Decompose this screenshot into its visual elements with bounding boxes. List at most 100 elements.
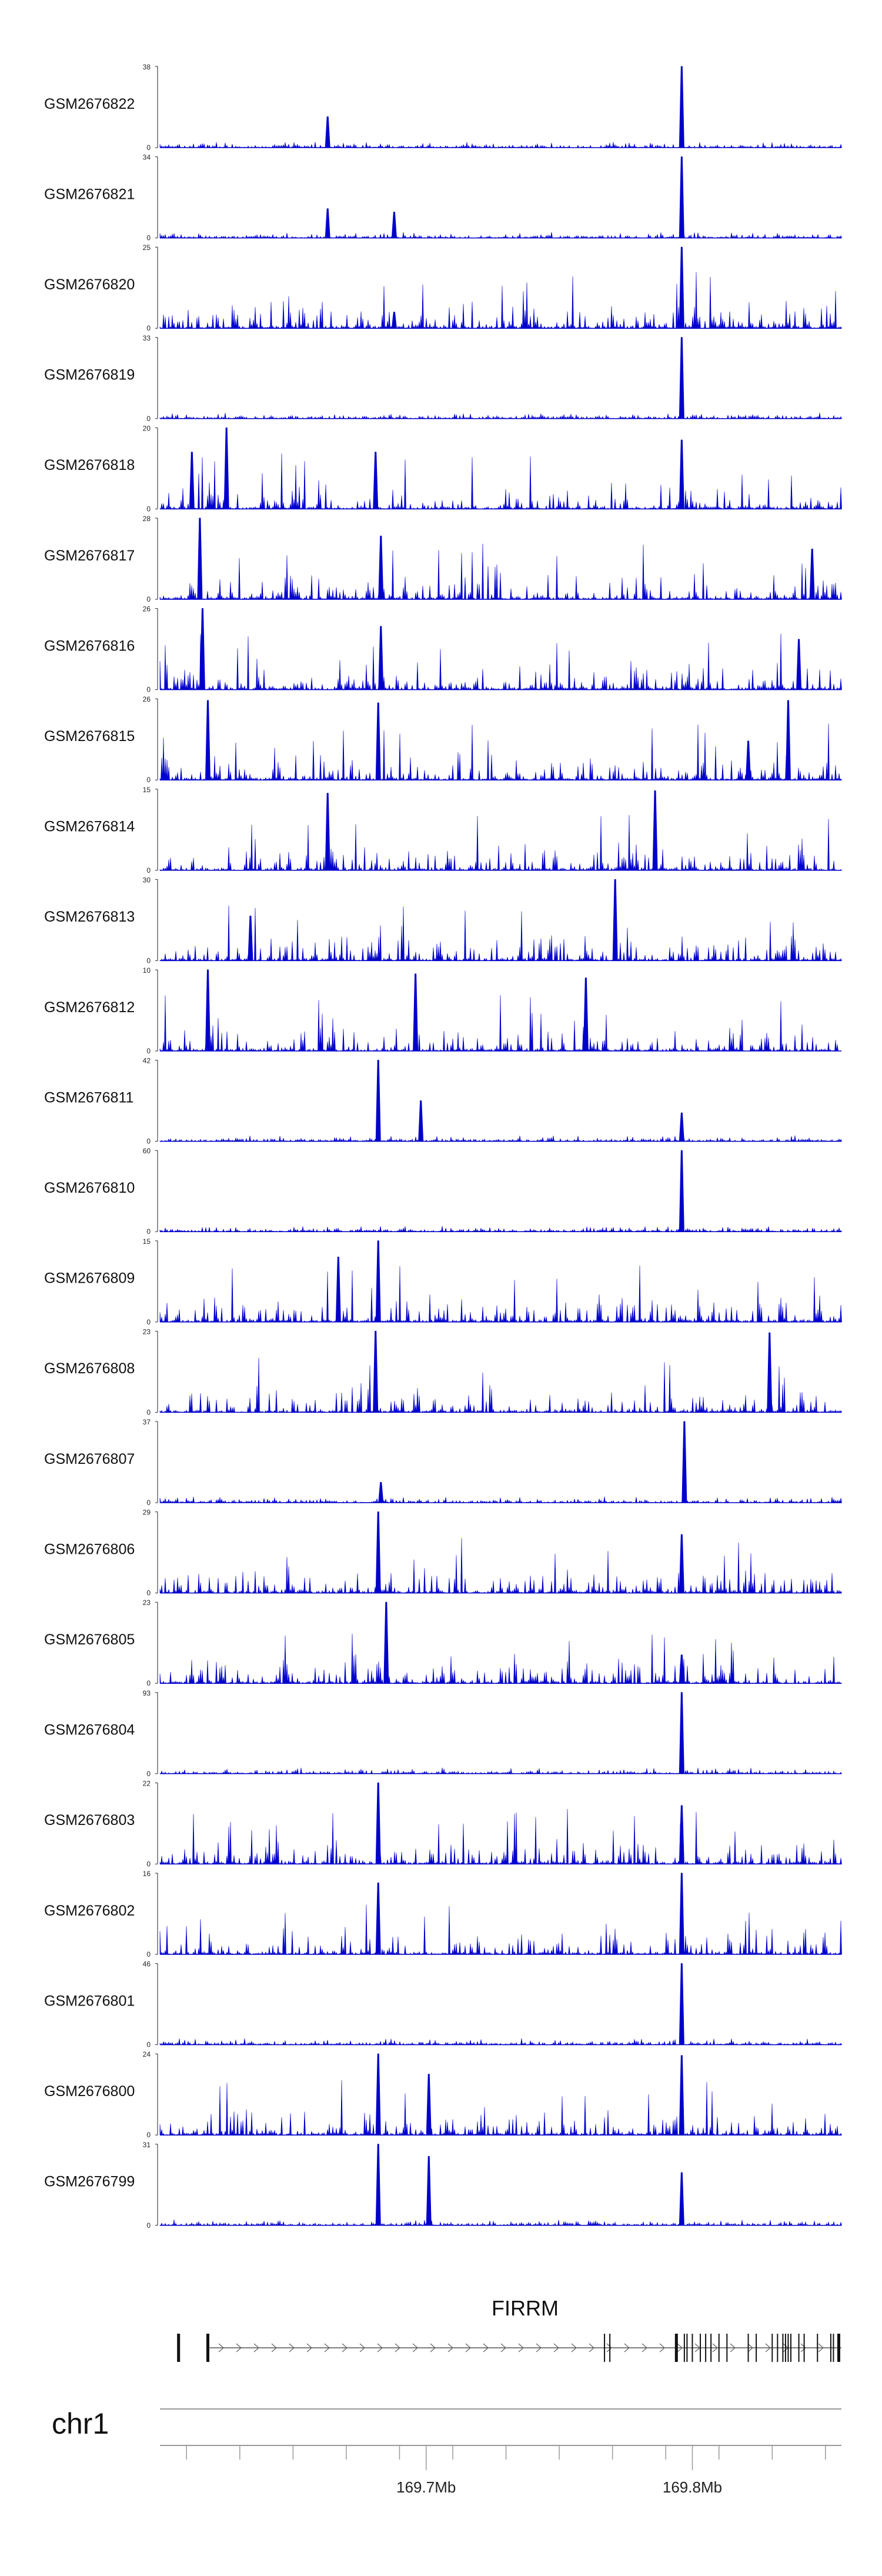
gene-exon	[790, 2334, 791, 2362]
signal-track: GSM2676820 25 0	[44, 243, 843, 332]
track-ymax-label: 38	[143, 63, 151, 71]
track-ymin-label: 0	[146, 776, 151, 784]
gene-exon	[837, 2334, 840, 2362]
signal-peak	[679, 2172, 684, 2226]
strand-arrow-icon	[694, 2343, 700, 2353]
strand-arrow-icon	[395, 2343, 400, 2353]
gene-exon	[705, 2334, 707, 2362]
signal-noise	[159, 2038, 843, 2046]
strand-arrow-icon	[606, 2343, 612, 2353]
strand-arrow-icon	[412, 2343, 418, 2353]
signal-noise	[159, 1633, 843, 1684]
track-name-label: GSM2676814	[44, 819, 135, 835]
track-ymin-label: 0	[146, 1408, 151, 1416]
gene-exon	[718, 2334, 720, 2362]
track-name-label: GSM2676811	[44, 1089, 133, 1106]
signal-track: GSM2676806 29 0	[44, 1509, 842, 1597]
strand-arrow-icon	[342, 2343, 348, 2353]
track-ymin-label: 0	[146, 1860, 151, 1868]
track-ymin-label: 0	[146, 866, 151, 875]
signal-peak	[205, 969, 211, 1052]
track-ymin-label: 0	[146, 956, 151, 965]
signal-noise	[159, 2080, 842, 2136]
track-ymax-label: 33	[143, 334, 151, 342]
track-name-label: GSM2676803	[44, 1812, 135, 1828]
strand-arrow-icon	[571, 2343, 577, 2353]
signal-peak	[391, 312, 397, 329]
strand-arrow-icon	[659, 2343, 665, 2353]
signal-peak	[375, 2053, 381, 2135]
gene-exon	[691, 2334, 693, 2362]
track-name-label: GSM2676804	[44, 1722, 135, 1739]
track-ymin-label: 0	[146, 1137, 151, 1146]
signal-track: GSM2676804 93 0	[44, 1689, 843, 1778]
strand-arrow-icon	[765, 2343, 771, 2353]
track-ymax-label: 23	[143, 1327, 151, 1336]
signal-peak	[809, 548, 815, 600]
track-name-label: GSM2676807	[44, 1451, 135, 1467]
signal-track: GSM2676812 10 0	[44, 966, 842, 1055]
signal-noise	[159, 412, 842, 419]
signal-peak	[679, 1692, 684, 1774]
signal-peak	[426, 2074, 432, 2135]
gene-exon	[817, 2334, 818, 2362]
signal-peak	[426, 2156, 432, 2226]
strand-arrow-icon	[306, 2343, 312, 2353]
track-ymax-label: 46	[143, 1960, 151, 1968]
signal-noise	[159, 995, 842, 1052]
strand-arrow-icon	[730, 2343, 736, 2353]
signal-peak	[335, 1256, 341, 1323]
signal-peak	[375, 1060, 381, 1142]
gene-exon	[747, 2334, 749, 2362]
gene-exon	[833, 2334, 834, 2362]
strand-arrow-icon	[253, 2343, 259, 2353]
track-ymin-label: 0	[146, 324, 151, 332]
axis-coordinate-label: 169.8Mb	[663, 2478, 722, 2496]
track-ymin-label: 0	[146, 505, 151, 513]
track-ymin-label: 0	[146, 1950, 151, 1958]
signal-noise	[159, 142, 842, 149]
track-ymin-label: 0	[146, 2221, 151, 2230]
signal-track: GSM2676805 23 0	[44, 1599, 843, 1687]
signal-noise	[159, 232, 842, 239]
signal-peak	[679, 1873, 684, 1955]
track-name-label: GSM2676800	[44, 2083, 135, 2100]
signal-noise	[159, 1357, 842, 1413]
signal-peak	[418, 1100, 424, 1142]
signal-peak	[378, 1482, 384, 1503]
track-name-label: GSM2676821	[44, 186, 135, 202]
track-ymax-label: 15	[143, 786, 151, 794]
strand-arrow-icon	[747, 2343, 753, 2353]
track-name-label: GSM2676806	[44, 1541, 135, 1557]
gene-exon	[686, 2334, 688, 2362]
strand-arrow-icon	[271, 2343, 277, 2353]
signal-peak	[375, 1240, 381, 1323]
signal-track: GSM2676822 38 0	[44, 63, 842, 152]
strand-arrow-icon	[518, 2343, 524, 2353]
strand-arrow-icon	[377, 2343, 383, 2353]
signal-peak	[679, 1112, 684, 1142]
track-name-label: GSM2676817	[44, 548, 135, 564]
signal-peak	[373, 1330, 379, 1413]
track-ymin-label: 0	[146, 1047, 151, 1055]
gene-exon	[177, 2334, 181, 2362]
gene-annotation-track: FIRRM	[177, 2296, 841, 2362]
signal-tracks: GSM2676822380GSM2676821340GSM2676820250G…	[44, 63, 843, 2230]
track-name-label: GSM2676813	[44, 909, 135, 925]
track-name-label: GSM2676822	[44, 96, 135, 112]
signal-peak	[796, 639, 802, 690]
track-name-label: GSM2676818	[44, 457, 135, 473]
track-name-label: GSM2676810	[44, 1180, 135, 1196]
track-ymax-label: 37	[143, 1418, 151, 1426]
gene-exon	[726, 2334, 728, 2362]
signal-peak	[378, 626, 384, 690]
signal-peak	[325, 208, 330, 239]
track-ymax-label: 22	[143, 1779, 151, 1787]
signal-track: GSM2676811 42 0	[44, 1057, 842, 1146]
track-ymax-label: 16	[143, 1870, 151, 1878]
signal-peak	[383, 1601, 389, 1684]
signal-noise	[159, 272, 843, 329]
signal-noise	[159, 1265, 842, 1323]
gene-exon	[609, 2334, 611, 2362]
strand-arrow-icon	[359, 2343, 365, 2353]
